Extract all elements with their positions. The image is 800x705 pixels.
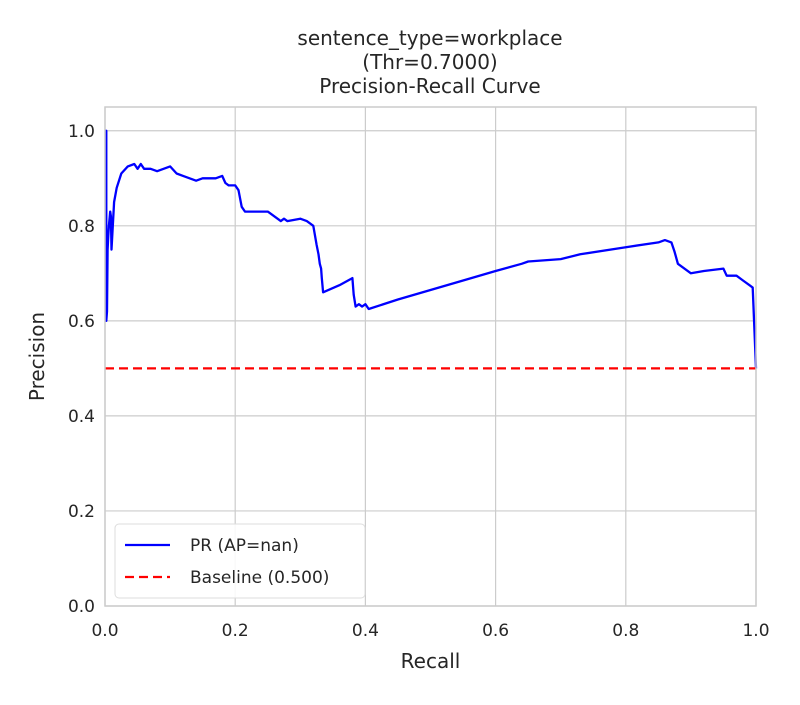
chart-title: sentence_type=workplace(Thr=0.7000)Preci…	[297, 26, 562, 98]
x-tick-label: 0.2	[222, 621, 249, 641]
legend-entry-label: Baseline (0.500)	[190, 568, 329, 588]
x-tick-label: 0.4	[352, 621, 379, 641]
y-tick-label: 1.0	[68, 122, 95, 142]
y-tick-label: 0.2	[68, 502, 95, 522]
title-line: sentence_type=workplace	[297, 26, 562, 50]
y-tick-label: 0.0	[68, 597, 95, 617]
legend-box	[114, 523, 366, 599]
x-tick-labels: 0.0 0.2 0.4 0.6 0.8 1.0	[91, 621, 769, 641]
y-tick-label: 0.6	[68, 312, 95, 332]
series-layer	[105, 129, 758, 370]
y-tick-labels: 0.0 0.2 0.4 0.6 0.8 1.0	[68, 122, 95, 617]
x-tick-label: 0.0	[91, 621, 118, 641]
x-tick-label: 0.6	[482, 621, 509, 641]
pr-curve-line	[105, 129, 758, 369]
x-tick-label: 0.8	[612, 621, 639, 641]
x-axis-label: Recall	[401, 649, 461, 673]
plot-frame	[104, 106, 757, 607]
y-tick-label: 0.4	[68, 407, 95, 427]
title-line: (Thr=0.7000)	[362, 50, 497, 74]
y-axis-label: Precision	[25, 312, 49, 401]
title-line: Precision-Recall Curve	[319, 74, 540, 98]
legend-entry-label: PR (AP=nan)	[190, 536, 299, 556]
legend: PR (AP=nan) Baseline (0.500)	[114, 523, 366, 599]
x-tick-label: 1.0	[742, 621, 769, 641]
y-tick-label: 0.8	[68, 217, 95, 237]
